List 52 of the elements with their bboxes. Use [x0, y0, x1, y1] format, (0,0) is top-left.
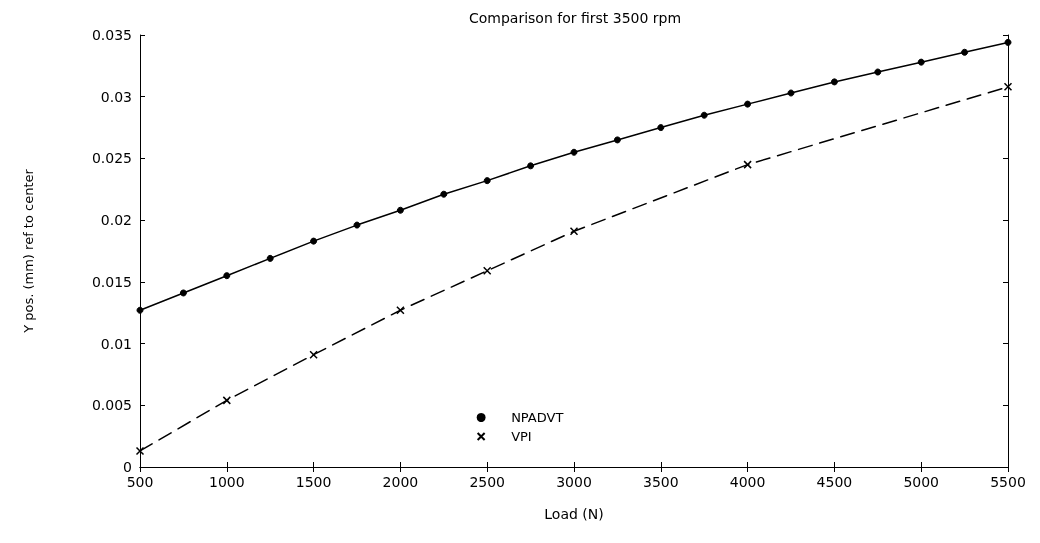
point	[223, 272, 231, 280]
y-tick-label: 0.02	[100, 212, 132, 229]
y-axis-title: Y pos. (mm) ref to center	[21, 168, 36, 334]
legend-label: VPI	[511, 429, 532, 444]
point	[527, 162, 535, 170]
y-tick-label: 0.015	[91, 273, 132, 290]
point	[744, 100, 752, 108]
point	[830, 78, 838, 86]
y-tick-label: 0.025	[91, 150, 132, 167]
x-tick-label: 3500	[642, 474, 679, 490]
x-tick-label: 1000	[208, 474, 245, 490]
chart-title: Comparison for first 3500 rpm	[468, 10, 682, 26]
x-tick-label: 4500	[816, 474, 853, 490]
point	[396, 206, 404, 214]
point	[179, 289, 187, 297]
point	[135, 446, 145, 456]
x-tick-label: 5500	[990, 474, 1026, 490]
x-tick-label: 500	[126, 474, 154, 490]
point	[482, 266, 492, 275]
point	[743, 160, 752, 169]
x-tick-label: 3000	[556, 474, 592, 490]
point	[222, 396, 232, 405]
y-tick-label: 0.035	[91, 27, 132, 43]
x-tick-label: 1500	[295, 474, 332, 490]
point	[483, 177, 491, 185]
x-axis-title: Load (N)	[544, 506, 604, 522]
point	[136, 306, 144, 314]
point	[787, 89, 795, 97]
y-tick-label: 0.01	[100, 335, 132, 352]
point	[309, 350, 318, 359]
x-tick-label: 2500	[469, 474, 506, 490]
point	[1003, 82, 1013, 92]
point	[440, 190, 448, 198]
point	[570, 148, 578, 156]
point	[700, 111, 708, 119]
legend-label: NPADVT	[511, 410, 564, 425]
x-tick-label: 4000	[729, 474, 766, 490]
point	[396, 306, 405, 315]
x-tick-label: 5000	[903, 474, 940, 490]
point	[961, 48, 969, 56]
point	[613, 136, 621, 144]
point	[353, 221, 361, 229]
point	[310, 237, 318, 245]
y-tick-label: 0	[123, 459, 132, 475]
point	[657, 124, 665, 132]
point	[917, 58, 925, 66]
point	[266, 254, 274, 262]
point	[874, 68, 882, 76]
y-tick-label: 0.03	[100, 88, 132, 105]
point	[569, 227, 579, 236]
x-tick-label: 2000	[382, 474, 419, 490]
y-tick-label: 0.005	[91, 397, 132, 414]
